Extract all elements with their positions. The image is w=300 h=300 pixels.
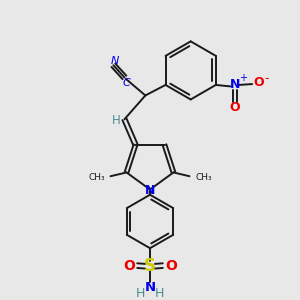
Text: O: O (123, 259, 135, 273)
Text: H: H (136, 287, 146, 300)
Text: CH₃: CH₃ (195, 173, 212, 182)
Text: +: + (239, 73, 247, 83)
Text: CH₃: CH₃ (88, 173, 105, 182)
Text: N: N (111, 56, 119, 66)
Text: H: H (112, 114, 121, 127)
Text: O: O (230, 101, 240, 114)
Text: O: O (165, 259, 177, 273)
Text: N: N (144, 281, 156, 295)
Text: O: O (254, 76, 264, 89)
Text: S: S (144, 257, 156, 275)
Text: N: N (230, 78, 240, 91)
Text: -: - (264, 72, 269, 85)
Text: C: C (123, 78, 130, 88)
Text: H: H (154, 287, 164, 300)
Text: N: N (145, 184, 155, 196)
